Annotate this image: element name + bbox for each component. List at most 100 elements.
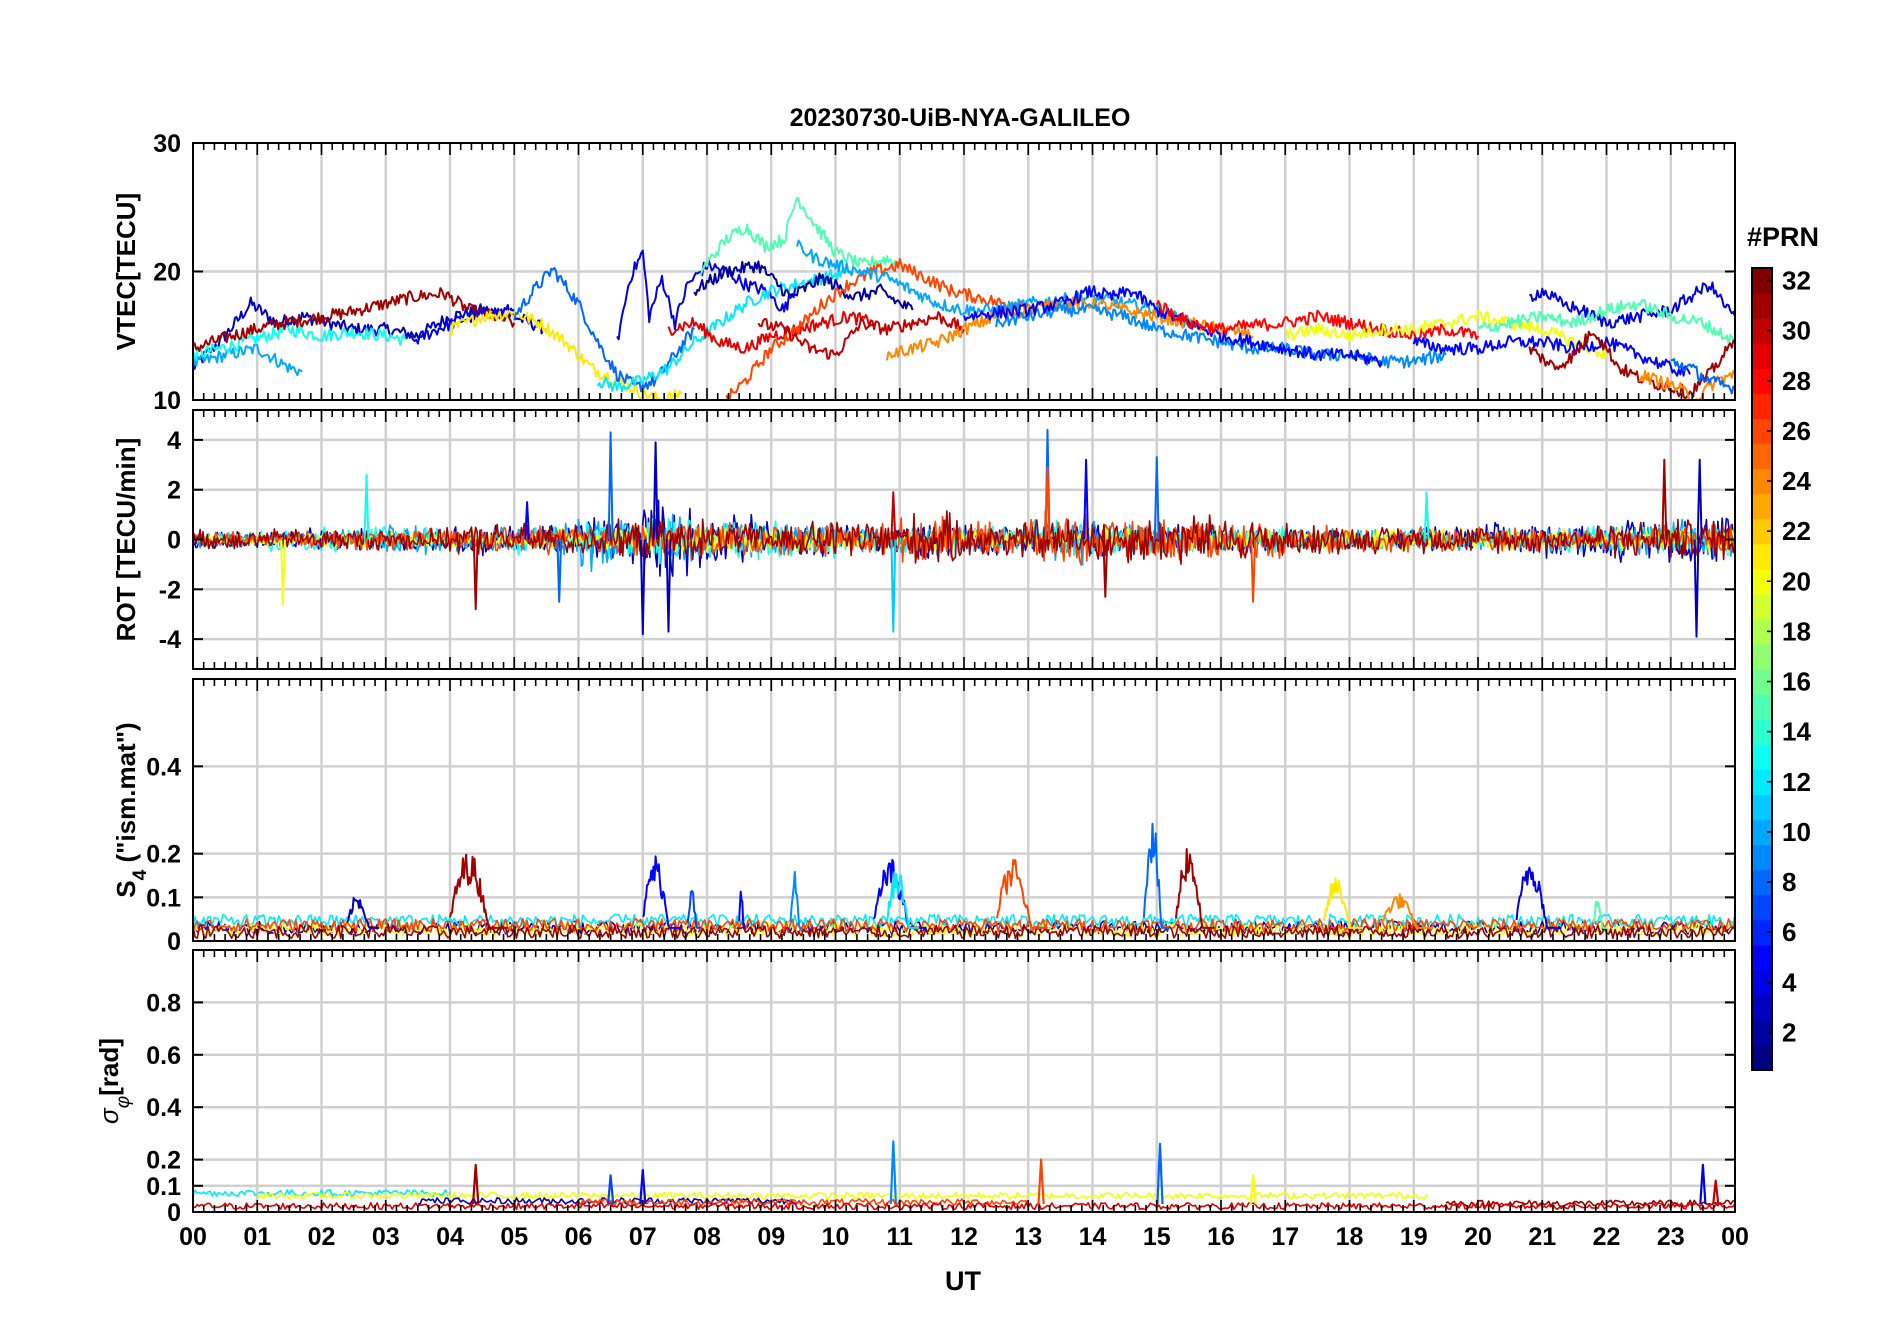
sigma-phi-spike — [639, 1168, 647, 1205]
rot-spike — [607, 431, 614, 540]
colorbar-band — [1752, 894, 1772, 921]
vtec-ticks: 10 20 30 — [153, 130, 1736, 415]
colorbar-tick-label: 26 — [1782, 416, 1811, 446]
s4-burst — [1175, 848, 1215, 929]
s4-burst — [789, 870, 804, 929]
vtec-series-prn-15 — [699, 196, 901, 276]
colorbar-band — [1752, 293, 1772, 319]
colorbar-band — [1752, 819, 1772, 846]
colorbar-bands — [1752, 268, 1772, 1071]
x-tick-label: 23 — [1657, 1223, 1685, 1251]
colorbar-band — [1752, 694, 1772, 720]
rot-plot-lines — [193, 428, 1735, 638]
colorbar-band — [1752, 1019, 1772, 1046]
colorbar-tick-label: 30 — [1782, 316, 1811, 346]
colorbar-band — [1752, 368, 1772, 394]
s4-burst — [686, 890, 701, 929]
rot-spike — [1153, 456, 1160, 540]
vtec-series-prn-5 — [963, 285, 1383, 368]
s4-burst — [738, 890, 746, 929]
colorbar-band — [1752, 719, 1772, 745]
colorbar-band — [1752, 268, 1772, 294]
sigma-phi-series-prn-12 — [193, 1189, 451, 1197]
rot-spike — [652, 441, 659, 540]
rot-spike — [1044, 466, 1051, 540]
y-tick-label: 0 — [167, 928, 181, 956]
s4-burst — [885, 871, 919, 929]
vtec-series-prn-24 — [1638, 369, 1735, 400]
y-tick-label: -4 — [159, 626, 181, 654]
vtec-series-prn-28 — [1155, 300, 1479, 341]
x-tick-labels: 00 01 02 03 04 05 06 07 08 09 10 11 12 13 14 15 16 17 18 19… — [179, 1223, 1749, 1251]
s4-burst — [1592, 900, 1607, 929]
x-tick-label: 14 — [1079, 1223, 1107, 1251]
vtec-series-prn-21 — [449, 309, 683, 400]
colorbar-band — [1752, 794, 1772, 820]
x-tick-label: 17 — [1271, 1223, 1299, 1251]
colorbar-band — [1752, 869, 1772, 896]
vtec-series-prn-15 — [1477, 298, 1735, 346]
rot-spike — [1693, 539, 1700, 638]
s4-burst — [995, 858, 1048, 929]
vtec-series-prn-30 — [757, 311, 965, 360]
s4-burst — [1142, 822, 1170, 929]
colorbar-band — [1752, 343, 1772, 369]
s4-ticks: 0 0.1 0.2 0.4 — [146, 679, 1736, 956]
x-tick-label: 16 — [1207, 1223, 1235, 1251]
rot-spike — [1083, 458, 1089, 540]
vtec-series-prn-2 — [693, 260, 914, 311]
s4-burst — [449, 853, 508, 929]
x-tick-label: 12 — [950, 1223, 978, 1251]
colorbar-band — [1752, 844, 1772, 871]
vtec-series-prn-29 — [667, 310, 875, 354]
y-tick-label: -2 — [159, 576, 181, 604]
y-tick-label: 0.2 — [146, 1147, 181, 1175]
colorbar-band — [1752, 969, 1772, 996]
panel-sigma-phi: 00.10.2 0.4 0.6 0.8 σφ[rad] — [94, 949, 1736, 1227]
colorbar-band — [1752, 919, 1772, 946]
x-tick-label: 15 — [1143, 1223, 1171, 1251]
vtec-ylabel: VTEC[TECU] — [111, 193, 141, 350]
rot-spike — [524, 501, 530, 540]
panel-vtec: 10 20 30 VTEC[TECU] — [111, 130, 1736, 415]
vtec-series-prn-8 — [1670, 358, 1735, 395]
colorbar-band — [1752, 518, 1772, 545]
rot-spike — [890, 491, 897, 540]
vtec-series-prn-26 — [725, 258, 1030, 400]
x-tick-label: 06 — [565, 1223, 593, 1251]
s4-burst — [346, 896, 380, 929]
colorbar-band — [1752, 618, 1772, 645]
x-tick-label: 05 — [500, 1223, 528, 1251]
x-tick-label: 04 — [436, 1223, 464, 1251]
vtec-series-prn-8 — [513, 266, 695, 393]
x-tick-label: 00 — [1721, 1223, 1749, 1251]
colorbar-band — [1752, 568, 1772, 595]
colorbar-tick-label: 24 — [1782, 466, 1811, 496]
colorbar-band — [1752, 468, 1772, 495]
colorbar-band — [1752, 418, 1772, 445]
vtec-series-prn-4 — [410, 304, 515, 345]
s4-burst — [1515, 866, 1562, 929]
x-axis-label: UT — [945, 1266, 981, 1296]
colorbar-tick-label: 32 — [1782, 266, 1811, 296]
colorbar-band — [1752, 944, 1772, 971]
sigma-phi-ticks: 00.10.2 0.4 0.6 0.8 — [146, 950, 1736, 1227]
vtec-series-prn-31 — [1528, 330, 1735, 400]
panel-s4: 0 0.1 0.2 0.4 S4 ("ism.mat") — [111, 678, 1736, 956]
colorbar-tick-label: 20 — [1782, 566, 1811, 596]
x-tick-label: 22 — [1593, 1223, 1621, 1251]
colorbar-band — [1752, 769, 1772, 795]
rot-spike — [1661, 458, 1668, 540]
rot-spike — [1423, 491, 1430, 540]
y-tick-label: 0 — [167, 527, 181, 555]
colorbar-band — [1752, 744, 1772, 770]
colorbar-label: #PRN — [1747, 222, 1819, 252]
x-tick-label: 08 — [693, 1223, 721, 1251]
rot-spike — [280, 539, 286, 606]
x-tick-label: 07 — [629, 1223, 657, 1251]
panel-rot: -4 -2 0 2 4 ROT [TECU/min] — [111, 409, 1736, 670]
x-tick-label: 20 — [1464, 1223, 1492, 1251]
rot-spike — [363, 473, 370, 540]
rot-spike — [665, 539, 672, 633]
